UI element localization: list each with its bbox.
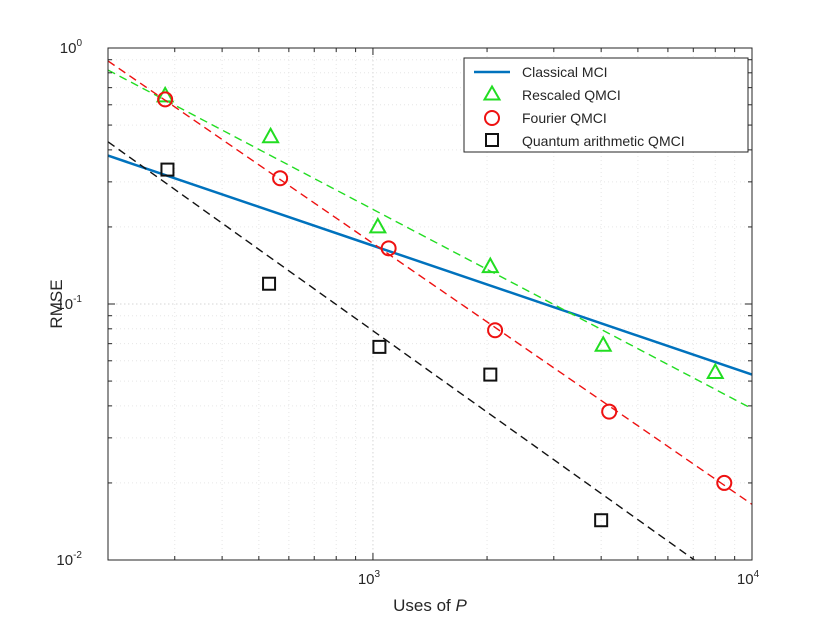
y-tick-label-base: 10 [56,552,73,569]
legend: Classical MCI Rescaled QMCI Fourier QMCI… [463,57,749,153]
data-point-quantum-arithmetic-qmci [483,367,498,382]
y-tick-label-base: 10 [60,40,77,57]
x-tick-label-exponent: 4 [754,569,760,580]
x-axis-label-prefix: Uses of [393,596,455,615]
x-tick-label-base: 10 [737,571,754,588]
data-point-rescaled-qmci [261,126,280,144]
data-point-quantum-arithmetic-qmci [262,276,277,291]
legend-label-quantum-arithmetic-qmci: Quantum arithmetic QMCI [522,133,685,149]
legend-label-classical-mci: Classical MCI [522,64,608,80]
x-tick-label-exponent: 3 [375,569,381,580]
x-axis-label: Uses of P [393,596,467,615]
data-point-rescaled-qmci [594,335,613,352]
legend-label-fourier-qmci: Fourier QMCI [522,110,607,126]
data-point-rescaled-qmci [368,216,388,234]
y-axis-label: RMSE [47,279,66,328]
y-tick-label: 10-2 [56,550,82,569]
data-point-rescaled-qmci [481,256,500,274]
y-tick-label-base: 10 [56,296,73,313]
legend-swatch-rescaled-qmci [482,84,502,101]
x-axis-label-variable: P [456,596,468,615]
data-point-fourier-qmci [157,91,174,108]
plot-series [107,60,753,561]
y-tick-label-exponent: -1 [73,294,82,305]
data-point-fourier-qmci [272,170,289,187]
x-tick-label-base: 10 [358,571,375,588]
data-point-fourier-qmci [487,322,504,339]
y-tick-label-exponent: -2 [73,550,82,561]
data-point-fourier-qmci [601,403,618,420]
x-tick-label: 104 [737,569,760,588]
legend-swatch-quantum-arithmetic-qmci [485,133,499,147]
legend-swatch-fourier-qmci [484,110,500,126]
data-point-quantum-arithmetic-qmci [594,513,609,528]
data-point-fourier-qmci [380,240,397,257]
fit-line-rescaled-qmci [107,69,753,410]
legend-box [463,57,749,153]
data-point-quantum-arithmetic-qmci [160,162,175,177]
data-point-quantum-arithmetic-qmci [372,339,387,354]
fit-line-quantum-arithmetic-qmci [107,141,695,561]
y-tick-label: 10-1 [56,294,82,313]
data-point-rescaled-qmci [706,362,725,380]
y-tick-label: 100 [60,38,83,57]
y-tick-label-exponent: 0 [76,38,82,49]
fit-line-fourier-qmci [107,60,753,505]
data-point-fourier-qmci [716,474,733,491]
series-line-classical-mci [107,154,753,376]
x-tick-label: 103 [358,569,381,588]
legend-label-rescaled-qmci: Rescaled QMCI [522,87,621,103]
